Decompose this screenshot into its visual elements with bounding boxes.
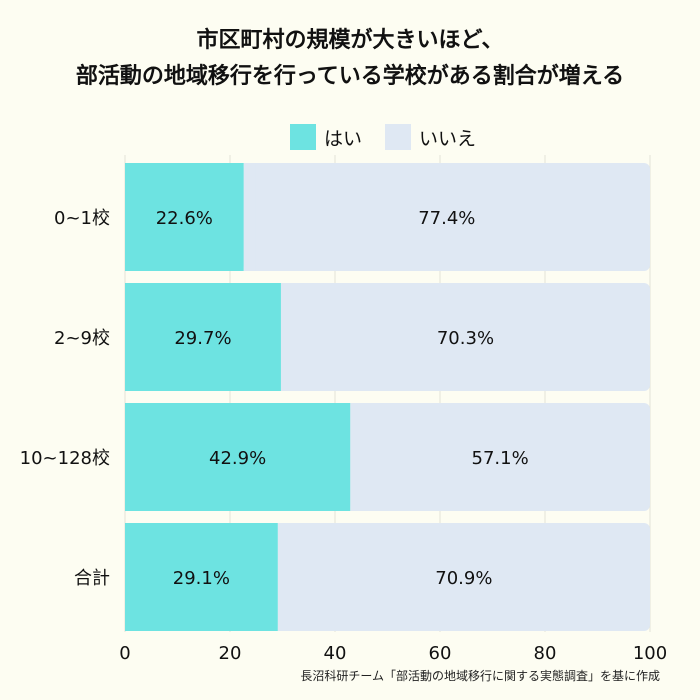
x-tick-label-5: 100: [633, 643, 667, 664]
bar-yes-1: [125, 283, 281, 391]
bar-no-fill-2: [350, 403, 363, 511]
category-label-3: 合計: [74, 568, 110, 589]
data-label-no-1: 70.3%: [437, 328, 494, 349]
bar-yes-0: [125, 163, 244, 271]
bar-no-fill-0: [243, 163, 256, 271]
data-label-yes-1: 29.7%: [174, 328, 231, 349]
x-tick-label-3: 60: [429, 643, 452, 664]
legend-label-yes: はい: [324, 127, 363, 150]
chart-title-line-1: 市区町村の規模が大きいほど、: [196, 28, 504, 53]
bar-no-fill-1: [280, 283, 293, 391]
legend-swatch-yes: [290, 124, 316, 150]
x-tick-label-0: 0: [119, 643, 130, 664]
category-label-2: 10~128校: [20, 448, 110, 469]
bar-yes-3: [125, 523, 278, 631]
legend-item-yes: はい: [290, 124, 362, 150]
legend-label-no: いいえ: [419, 127, 477, 150]
bar-no-fill-3: [277, 523, 290, 631]
bar-no-2: [350, 403, 650, 511]
x-tick-label-4: 80: [534, 643, 557, 664]
data-label-no-0: 77.4%: [418, 208, 475, 229]
data-label-yes-3: 29.1%: [173, 568, 230, 589]
data-label-yes-0: 22.6%: [156, 208, 213, 229]
category-label-0: 0~1校: [54, 208, 110, 229]
data-label-yes-2: 42.9%: [209, 448, 266, 469]
legend-item-no: いいえ: [385, 124, 476, 150]
bar-no-0: [243, 163, 650, 271]
data-label-no-3: 70.9%: [435, 568, 492, 589]
bar-no-3: [277, 523, 650, 631]
bar-yes-2: [125, 403, 351, 511]
source-note: 長沼科研チーム「部活動の地域移行に関する実態調査」を基に作成: [300, 669, 660, 683]
data-label-no-2: 57.1%: [472, 448, 529, 469]
x-tick-label-2: 40: [324, 643, 347, 664]
bar-no-1: [280, 283, 650, 391]
x-tick-label-1: 20: [219, 643, 242, 664]
category-label-1: 2~9校: [54, 328, 110, 349]
chart-title-line-2: 部活動の地域移行を行っている学校がある割合が増える: [75, 64, 625, 89]
legend-swatch-no: [385, 124, 411, 150]
legend: はい いいえ: [0, 124, 700, 150]
